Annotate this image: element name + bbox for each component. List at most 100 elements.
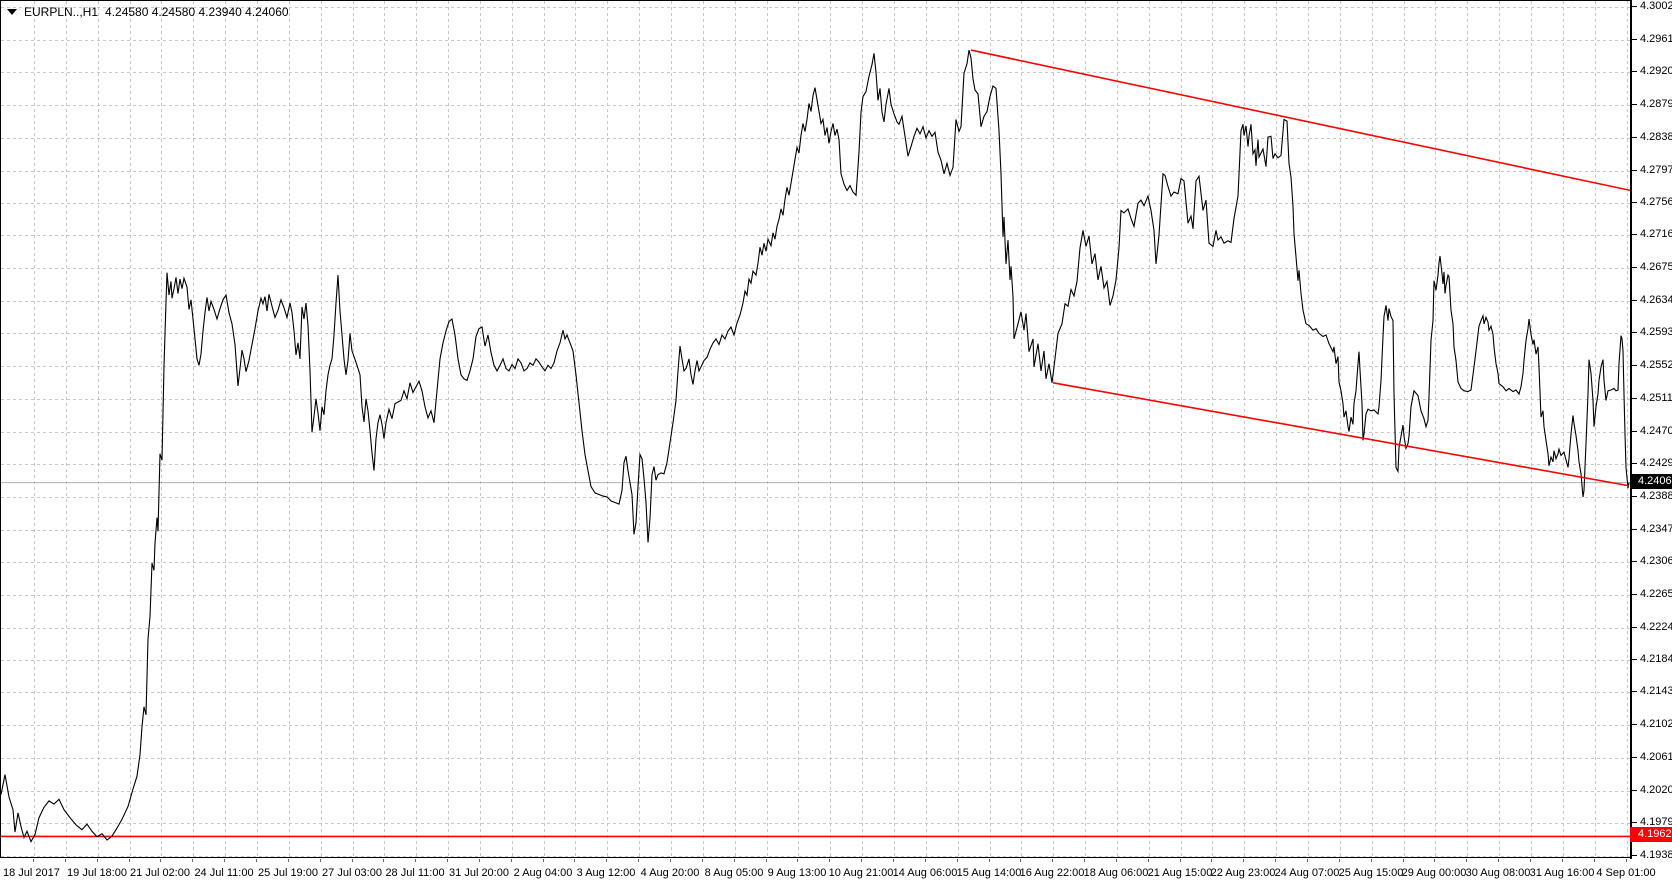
y-axis-label: 4.27560 — [1640, 196, 1672, 208]
y-axis-tick — [1632, 202, 1637, 203]
y-axis-label: 4.19790 — [1640, 816, 1672, 828]
x-axis-tick — [129, 859, 130, 862]
x-axis-tick — [766, 859, 767, 862]
y-axis-label: 4.21430 — [1640, 685, 1672, 697]
y-axis-tick — [1632, 659, 1637, 660]
x-axis-tick — [670, 859, 671, 862]
x-axis-tick — [1498, 859, 1499, 862]
y-axis-label: 4.23880 — [1640, 490, 1672, 502]
y-axis-tick — [1632, 431, 1637, 432]
x-axis-tick — [829, 859, 830, 862]
x-axis-label: 14 Aug 06:00 — [892, 867, 958, 879]
y-axis-label: 4.25520 — [1640, 359, 1672, 371]
x-axis-tick — [1434, 859, 1435, 862]
chart-plot-area[interactable] — [0, 0, 1631, 859]
y-axis-label: 4.24700 — [1640, 425, 1672, 437]
x-axis-tick — [447, 859, 448, 862]
x-axis-tick — [97, 859, 98, 862]
y-axis-tick — [1632, 724, 1637, 725]
x-axis-label: 15 Aug 14:00 — [956, 867, 1022, 879]
x-axis-tick — [1626, 859, 1627, 862]
current-bid-badge: 4.24060 — [1630, 474, 1672, 489]
y-axis-label: 4.28790 — [1640, 98, 1672, 110]
y-axis-label: 4.23060 — [1640, 555, 1672, 567]
x-axis-tick — [383, 859, 384, 862]
x-axis-tick — [33, 859, 34, 862]
x-axis-tick — [1211, 859, 1212, 862]
x-axis-tick — [160, 859, 161, 862]
x-axis-tick — [1148, 859, 1149, 862]
y-axis-tick — [1632, 170, 1637, 171]
x-axis-label: 4 Aug 20:00 — [640, 867, 700, 879]
x-axis-tick — [256, 859, 257, 862]
x-axis-tick — [1594, 859, 1595, 862]
x-axis-label: 25 Aug 15:00 — [1338, 867, 1404, 879]
x-axis-tick — [638, 859, 639, 862]
y-axis-tick — [1632, 267, 1637, 268]
x-axis-tick — [1403, 859, 1404, 862]
y-axis-tick — [1632, 822, 1637, 823]
x-axis-tick — [1371, 859, 1372, 862]
y-axis-tick — [1632, 300, 1637, 301]
upper-channel-line-trendline[interactable] — [970, 49, 1631, 192]
y-axis-tick — [1632, 561, 1637, 562]
y-axis-tick — [1632, 39, 1637, 40]
y-axis-label: 4.25930 — [1640, 326, 1672, 338]
symbol-dropdown-icon[interactable] — [7, 9, 17, 15]
x-axis-tick — [1020, 859, 1021, 862]
x-axis-label: 22 Aug 23:00 — [1210, 867, 1276, 879]
ohlc-values: 4.24580 4.24580 4.23940 4.24060 — [105, 5, 289, 19]
lower-channel-line-trendline[interactable] — [1052, 382, 1630, 487]
x-axis-label: 30 Aug 08:00 — [1465, 867, 1531, 879]
x-axis-tick — [1530, 859, 1531, 862]
x-axis-label: 4 Sep 01:00 — [1596, 867, 1656, 879]
y-axis-label: 4.29610 — [1640, 33, 1672, 45]
x-axis-label: 16 Aug 22:00 — [1019, 867, 1085, 879]
x-axis-tick — [1562, 859, 1563, 862]
x-axis-label: 24 Jul 11:00 — [194, 867, 254, 879]
x-axis-label: 29 Aug 00:00 — [1401, 867, 1467, 879]
y-axis-label: 4.22240 — [1640, 621, 1672, 633]
y-axis-tick — [1632, 691, 1637, 692]
y-axis-tick — [1632, 594, 1637, 595]
y-axis-tick — [1632, 71, 1637, 72]
y-axis-label: 4.28380 — [1640, 131, 1672, 143]
x-axis-label: 31 Jul 20:00 — [449, 867, 509, 879]
y-axis-tick — [1632, 855, 1637, 856]
y-axis-tick — [1632, 234, 1637, 235]
x-axis-label: 18 Jul 2017 — [3, 867, 60, 879]
x-axis-tick — [702, 859, 703, 862]
x-axis-label: 19 Jul 18:00 — [67, 867, 127, 879]
x-axis-label: 10 Aug 21:00 — [828, 867, 894, 879]
price-line — [1, 49, 1630, 843]
time-axis[interactable]: 18 Jul 2017 19 Jul 18:00 21 Jul 02:00 24 Ju… — [0, 859, 1672, 887]
level-price-badge: 4.19625 — [1630, 827, 1672, 842]
x-axis-tick — [479, 859, 480, 862]
x-axis-tick — [606, 859, 607, 862]
y-axis-label: 4.24290 — [1640, 457, 1672, 469]
y-axis-label: 4.21840 — [1640, 653, 1672, 665]
y-axis-label: 4.26340 — [1640, 294, 1672, 306]
x-axis-tick — [511, 859, 512, 862]
price-chart — [1, 1, 1631, 859]
x-axis-label: 21 Aug 15:00 — [1147, 867, 1213, 879]
x-axis-label: 27 Jul 03:00 — [322, 867, 382, 879]
x-axis-tick — [1339, 859, 1340, 862]
x-axis-label: 18 Aug 06:00 — [1083, 867, 1149, 879]
price-axis[interactable]: 4.24060 4.19625 4.30020 4.29610 4.29200 4.2… — [1630, 0, 1672, 861]
x-axis-tick — [861, 859, 862, 862]
x-axis-tick — [925, 859, 926, 862]
x-axis-tick — [65, 859, 66, 862]
y-axis-tick — [1632, 463, 1637, 464]
y-axis-tick — [1632, 137, 1637, 138]
chart-legend: EURPLN..,H1 4.24580 4.24580 4.23940 4.24… — [7, 5, 289, 19]
x-axis-tick — [352, 859, 353, 862]
x-axis-tick — [1307, 859, 1308, 862]
y-axis-label: 4.26750 — [1640, 261, 1672, 273]
y-axis-label: 4.20200 — [1640, 784, 1672, 796]
y-axis-label: 4.27160 — [1640, 228, 1672, 240]
y-axis-tick — [1632, 6, 1637, 7]
y-axis-tick — [1632, 365, 1637, 366]
x-axis-label: 8 Aug 05:00 — [704, 867, 764, 879]
